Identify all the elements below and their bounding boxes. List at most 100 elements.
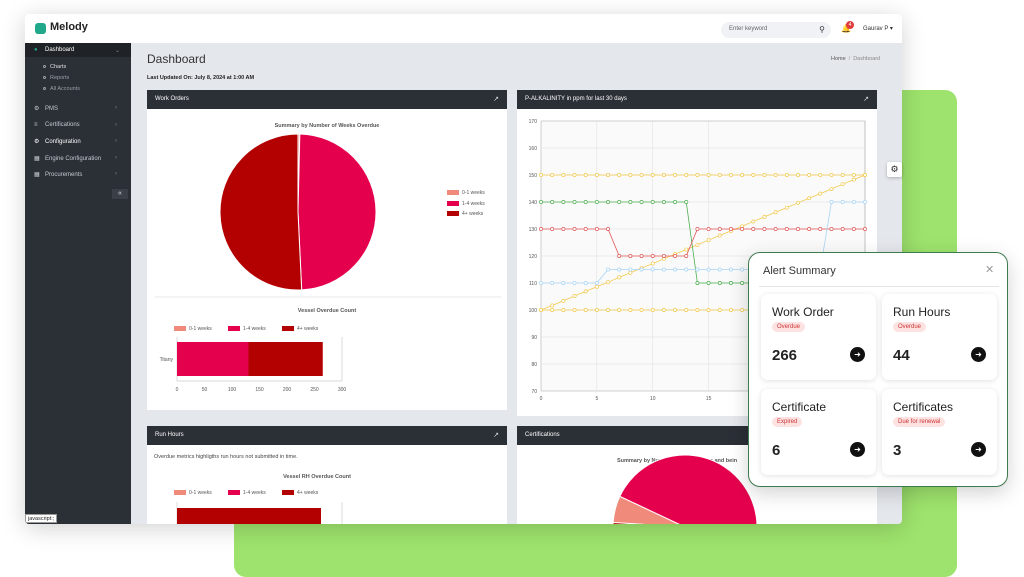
logo-icon	[35, 23, 46, 34]
chevron-down-icon[interactable]: ⌄	[115, 48, 121, 54]
arrow-right-icon[interactable]: ➜	[971, 442, 986, 457]
alert-card-title: Certificate	[772, 400, 827, 414]
data-point	[740, 267, 745, 272]
work-orders-pie	[219, 133, 377, 291]
alert-card-work-order[interactable]: Work Order Overdue 266 ➜	[761, 294, 876, 380]
data-point	[673, 173, 678, 177]
bell-icon[interactable]: 🔔	[841, 24, 851, 33]
legend-swatch	[447, 211, 459, 217]
alert-card-certificate[interactable]: Certificate Expired 6 ➜	[761, 389, 876, 475]
gear-icon: ⚙	[34, 139, 40, 145]
data-point	[717, 173, 722, 177]
breadcrumb-home[interactable]: Home	[831, 56, 846, 62]
sidebar-item-label: PMS	[45, 106, 59, 112]
bar-segment	[248, 342, 323, 376]
sidebar-subitem-reports[interactable]: Reports	[43, 75, 69, 81]
user-menu[interactable]: Gaurav P ▾	[863, 26, 893, 32]
external-link-icon[interactable]: ↗	[493, 432, 499, 439]
external-link-icon[interactable]: ↗	[493, 96, 499, 103]
certifications-pie	[612, 454, 758, 524]
data-point	[561, 308, 566, 312]
y-tick-label: 80	[531, 362, 537, 368]
data-point	[818, 173, 823, 177]
close-icon[interactable]: ✕	[985, 264, 995, 276]
data-point	[583, 200, 588, 204]
bullet-icon	[43, 76, 46, 80]
data-point	[561, 173, 566, 177]
data-point	[628, 308, 633, 312]
sidebar-item-certifications[interactable]: ≡ Certifications	[34, 122, 80, 128]
legend-item: 4+ weeks	[447, 211, 483, 217]
alert-card-certificates[interactable]: Certificates Due for renewal 3 ➜	[882, 389, 997, 475]
data-point	[684, 247, 689, 252]
data-point	[684, 173, 689, 177]
breadcrumb: Home / Dashboard	[831, 56, 880, 62]
sidebar-item-dashboard[interactable]: ● Dashboard	[34, 47, 74, 53]
arrow-right-icon[interactable]: ➜	[850, 347, 865, 362]
data-point	[673, 200, 678, 204]
sidebar-item-procurements[interactable]: ▦ Procurements	[34, 171, 82, 178]
alert-card-run-hours[interactable]: Run Hours Overdue 44 ➜	[882, 294, 997, 380]
arrow-right-icon[interactable]: ➜	[971, 347, 986, 362]
data-point	[539, 281, 543, 285]
external-link-icon[interactable]: ↗	[863, 96, 869, 103]
data-point	[740, 281, 745, 285]
data-point	[829, 173, 834, 177]
sidebar-subitem-label: Charts	[50, 64, 67, 70]
series-line	[540, 174, 866, 311]
chevron-right-icon[interactable]: ›	[115, 155, 117, 161]
data-point	[706, 281, 711, 285]
sidebar-subitem-all-accounts[interactable]: All Accounts	[43, 86, 80, 92]
data-point	[762, 173, 767, 177]
sidebar-subitem-charts[interactable]: Charts	[43, 64, 66, 70]
tick-label: 0	[176, 387, 179, 393]
alert-count: 6	[772, 442, 781, 459]
page-title: Dashboard	[147, 52, 206, 66]
data-point	[695, 173, 700, 177]
data-point	[606, 200, 610, 204]
data-point	[706, 267, 711, 272]
chevron-right-icon[interactable]: ›	[115, 105, 117, 111]
chevron-right-icon[interactable]: ›	[115, 138, 117, 144]
y-tick-label: 130	[529, 227, 538, 233]
legend-swatch	[282, 490, 294, 496]
data-point	[639, 173, 644, 177]
legend-swatch	[174, 326, 186, 332]
search-input[interactable]: Enter keyword ⚲	[721, 22, 831, 38]
data-point	[840, 200, 845, 204]
alert-card-title: Work Order	[772, 305, 834, 319]
sidebar-item-pms[interactable]: ⚙ PMS	[34, 105, 58, 112]
brand-name: Melody	[50, 21, 88, 33]
sidebar-item-label: Configuration	[45, 139, 81, 145]
status-badge: Overdue	[893, 322, 927, 332]
data-point	[594, 200, 599, 204]
settings-gear-button[interactable]: ⚙	[887, 162, 902, 177]
collapse-sidebar-button[interactable]: «	[112, 189, 128, 199]
data-point	[650, 267, 655, 272]
data-point	[717, 308, 722, 312]
vessel-overdue-bar-chart: Titany 0 50 100 150 200 250 300	[160, 337, 346, 393]
chevron-right-icon[interactable]: ›	[115, 171, 117, 177]
data-point	[818, 191, 823, 196]
arrow-right-icon[interactable]: ➜	[850, 442, 865, 457]
top-bar: Melody Enter keyword ⚲ 🔔 4 Gaurav P ▾	[25, 14, 902, 43]
legend-label: 1-4 weeks	[243, 326, 266, 332]
data-point	[594, 227, 599, 231]
data-point	[807, 173, 812, 177]
sidebar-active-bg	[25, 43, 131, 57]
status-tooltip: javascript:;	[25, 514, 58, 523]
sidebar-item-engine-configuration[interactable]: ▦ Engine Configuration	[34, 155, 101, 162]
data-point	[594, 281, 599, 285]
tick-label: 200	[283, 387, 292, 393]
sidebar-item-configuration[interactable]: ⚙ Configuration	[34, 138, 81, 145]
data-point	[628, 254, 633, 258]
data-point	[807, 227, 812, 231]
alert-summary-title: Alert Summary	[763, 265, 836, 277]
data-point	[572, 294, 577, 298]
data-point	[784, 173, 789, 177]
data-point	[539, 173, 543, 177]
data-point	[706, 238, 711, 243]
pms-icon: ⚙	[34, 106, 40, 112]
chevron-right-icon[interactable]: ›	[115, 122, 117, 128]
search-icon[interactable]: ⚲	[819, 25, 825, 34]
